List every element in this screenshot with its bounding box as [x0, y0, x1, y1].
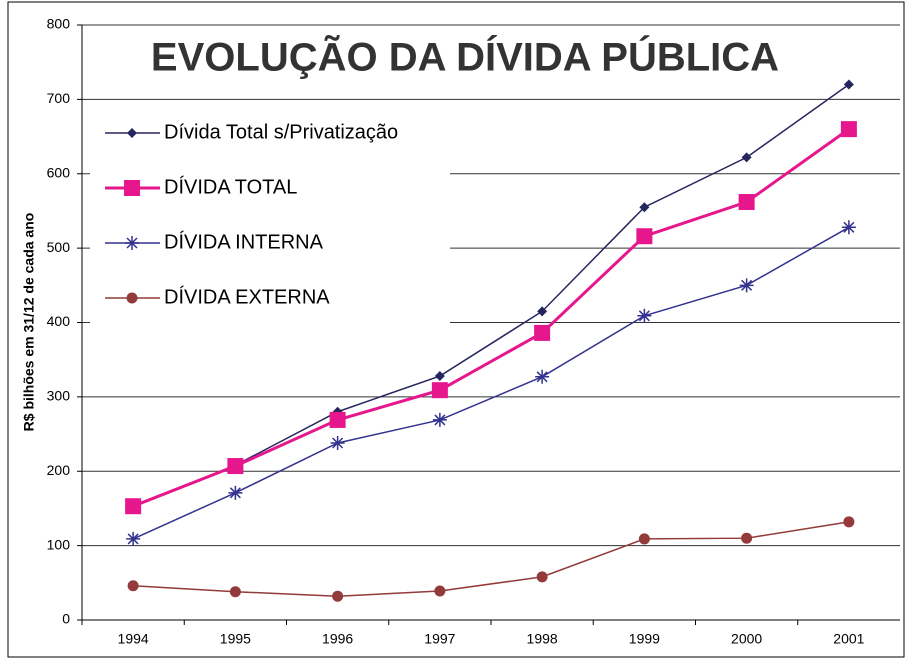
plot: [125, 79, 857, 602]
legend-label: DÍVIDA EXTERNA: [164, 285, 330, 308]
marker: [741, 152, 752, 163]
y-tick-label: 200: [47, 462, 71, 478]
marker: [843, 79, 854, 90]
y-tick-label: 800: [47, 16, 71, 32]
series-line: [133, 521, 849, 597]
marker: [741, 532, 753, 544]
marker: [841, 220, 856, 235]
marker: [431, 382, 448, 399]
legend-background: [90, 105, 450, 325]
y-tick-label: 400: [47, 313, 71, 329]
marker: [738, 194, 755, 211]
series-line: [132, 226, 850, 540]
marker: [639, 202, 650, 213]
x-tick-label: 1996: [322, 631, 353, 647]
y-tick-label: 300: [47, 388, 71, 404]
chart-title: EVOLUÇÃO DA DÍVIDA PÚBLICA: [151, 34, 779, 80]
marker: [637, 308, 652, 323]
marker: [534, 324, 551, 341]
x-tick-label: 1994: [118, 631, 149, 647]
marker: [434, 585, 446, 597]
y-tick-label: 100: [47, 536, 71, 552]
marker: [329, 411, 346, 428]
series-line: [132, 83, 850, 507]
marker: [126, 292, 138, 304]
series-line: [132, 127, 850, 508]
marker: [124, 180, 140, 196]
y-tick-label: 0: [62, 611, 70, 627]
marker: [739, 278, 754, 293]
legend-label: Dívida Total s/Privatização: [164, 121, 398, 143]
marker: [125, 236, 139, 250]
marker: [537, 306, 548, 317]
x-tick-label: 2001: [833, 631, 864, 647]
marker: [126, 531, 141, 546]
marker: [125, 498, 142, 515]
x-tick-label: 2000: [731, 631, 762, 647]
marker: [840, 121, 857, 138]
marker: [636, 228, 653, 245]
marker: [229, 586, 241, 598]
y-tick-label: 700: [47, 90, 71, 106]
marker: [228, 485, 243, 500]
marker: [332, 590, 344, 602]
marker: [434, 371, 445, 382]
marker: [127, 580, 139, 592]
marker: [127, 128, 137, 138]
y-axis-label: R$ bilhões em 31/12 de cada ano: [21, 213, 37, 432]
marker: [535, 369, 550, 384]
y-tick-label: 600: [47, 164, 71, 180]
x-tick-label: 1997: [424, 631, 455, 647]
marker: [843, 516, 855, 528]
x-tick-label: 1998: [527, 631, 558, 647]
marker: [227, 458, 244, 475]
legend-label: DÍVIDA TOTAL: [164, 175, 297, 198]
marker: [432, 412, 447, 427]
y-tick-label: 500: [47, 239, 71, 255]
x-tick-label: 1995: [220, 631, 251, 647]
frame: [7, 1, 905, 658]
legend-label: DÍVIDA INTERNA: [164, 230, 324, 253]
marker: [536, 571, 548, 583]
x-tick-label: 1999: [629, 631, 660, 647]
marker: [638, 533, 650, 545]
marker: [330, 435, 345, 450]
